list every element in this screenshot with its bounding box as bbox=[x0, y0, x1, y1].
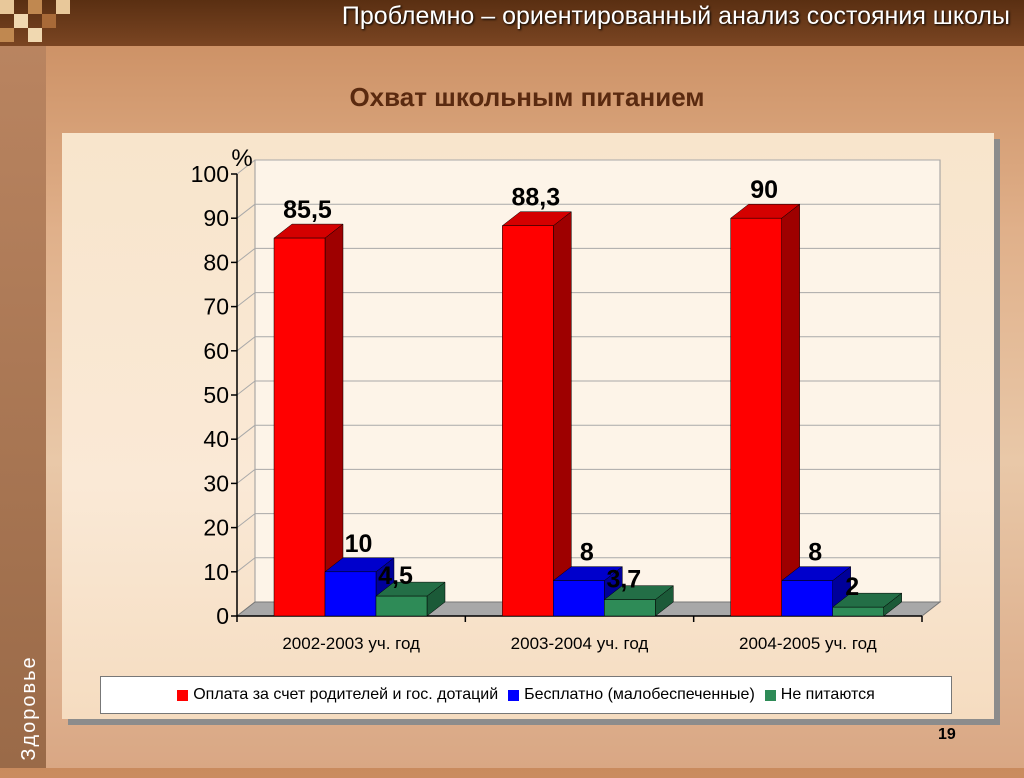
bar bbox=[502, 225, 554, 617]
bar bbox=[604, 599, 656, 617]
bar bbox=[730, 217, 782, 617]
bar-side bbox=[781, 203, 800, 617]
gridline-side bbox=[236, 292, 256, 307]
gridline-side bbox=[236, 248, 256, 263]
y-tick-label: 90 bbox=[203, 205, 229, 231]
gridline-side bbox=[236, 424, 256, 440]
gridline-side bbox=[236, 159, 256, 175]
legend-item-free: Бесплатно (малобеспеченные) bbox=[508, 686, 755, 704]
legend-swatch-blue bbox=[508, 689, 520, 701]
data-label: 8 bbox=[580, 539, 594, 567]
data-label: 4,5 bbox=[378, 562, 413, 590]
data-label: 88,3 bbox=[511, 184, 560, 212]
side-bar: Здоровье bbox=[0, 46, 46, 768]
legend-label-none: Не питаются bbox=[780, 686, 875, 703]
gridline-side bbox=[236, 513, 256, 528]
gridline-side bbox=[236, 380, 256, 396]
y-tick-label: 100 bbox=[191, 161, 229, 187]
bar bbox=[273, 237, 326, 617]
data-label: 90 bbox=[750, 176, 778, 204]
header-bar: Проблемно – ориентированный анализ состо… bbox=[0, 0, 1024, 46]
gridline-side bbox=[236, 557, 256, 573]
y-tick-label: 0 bbox=[216, 603, 229, 629]
bar bbox=[781, 580, 833, 617]
legend-item-paid: Оплата за счет родителей и гос. дотаций bbox=[177, 686, 498, 704]
y-tick-label: 40 bbox=[203, 426, 229, 452]
y-tick-label: 80 bbox=[203, 249, 229, 275]
data-label: 8 bbox=[808, 539, 822, 567]
y-axis-label: % bbox=[231, 145, 252, 172]
bar bbox=[375, 595, 428, 617]
legend-swatch-red bbox=[177, 689, 189, 701]
data-label: 2 bbox=[845, 573, 859, 601]
gridline-side bbox=[236, 336, 256, 352]
x-tick-label: 2004-2005 уч. год bbox=[739, 634, 877, 653]
chart-legend: Оплата за счет родителей и гос. дотаций … bbox=[100, 676, 952, 714]
y-tick-label: 10 bbox=[203, 559, 229, 585]
y-tick-label: 70 bbox=[203, 294, 229, 320]
data-label: 85,5 bbox=[283, 196, 332, 224]
data-label: 3,7 bbox=[606, 566, 641, 594]
legend-item-none: Не питаются bbox=[764, 686, 875, 704]
y-tick-label: 60 bbox=[203, 338, 229, 364]
gridline-side bbox=[236, 469, 256, 484]
gridline-side bbox=[236, 203, 256, 219]
page-number: 19 bbox=[938, 726, 956, 743]
x-tick-label: 2003-2004 уч. год bbox=[511, 634, 649, 653]
y-tick-label: 30 bbox=[203, 470, 229, 496]
header-title: Проблемно – ориентированный анализ состо… bbox=[341, 2, 1010, 30]
bar bbox=[324, 571, 377, 617]
y-tick-label: 20 bbox=[203, 515, 229, 541]
bar-side bbox=[553, 211, 572, 617]
data-label: 10 bbox=[345, 530, 373, 558]
legend-label-paid: Оплата за счет родителей и гос. дотаций bbox=[193, 686, 499, 703]
chart-title: Охват школьным питанием bbox=[349, 82, 705, 112]
x-tick-label: 2002-2003 уч. год bbox=[282, 634, 420, 653]
legend-swatch-green bbox=[764, 689, 776, 701]
bar-side bbox=[324, 223, 344, 617]
checker-decoration bbox=[0, 0, 80, 50]
legend-label-free: Бесплатно (малобеспеченные) bbox=[524, 686, 755, 703]
bar bbox=[832, 606, 884, 617]
bar bbox=[553, 580, 605, 617]
y-tick-label: 50 bbox=[203, 382, 229, 408]
